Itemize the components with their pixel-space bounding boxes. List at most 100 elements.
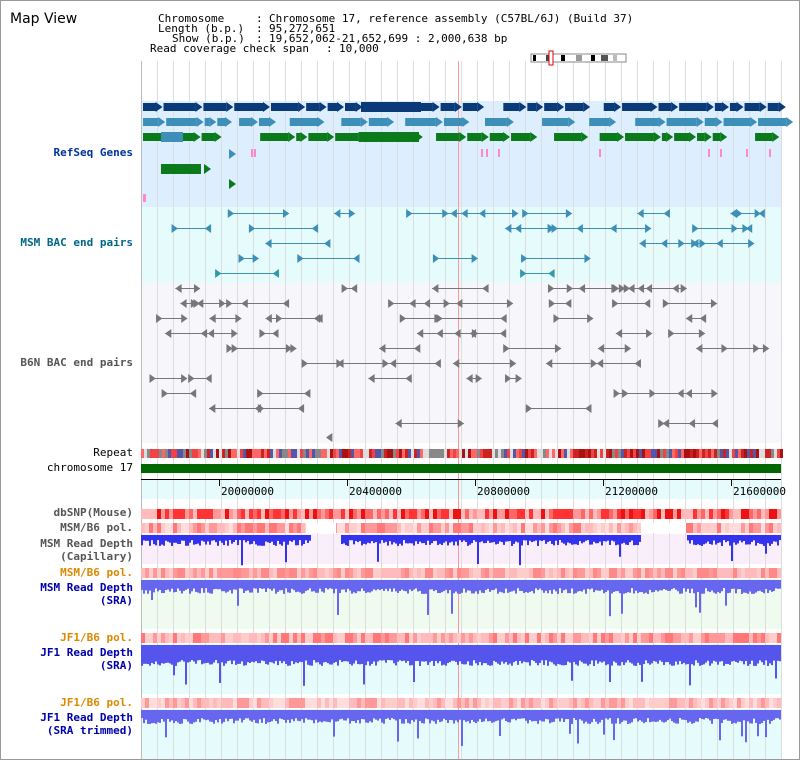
polymorphism-cell — [569, 633, 573, 643]
read-depth-bar — [295, 645, 297, 663]
gene-feature — [308, 133, 328, 141]
polymorphism-cell — [601, 633, 605, 643]
polymorphism-cell — [285, 698, 289, 708]
bac-end-marker — [231, 329, 238, 338]
read-depth-bar — [503, 645, 505, 664]
polymorphism-cell — [653, 509, 657, 519]
read-depth-bar — [721, 535, 723, 546]
read-depth-bar — [387, 710, 389, 719]
polymorphism-cell — [237, 698, 241, 708]
gene-feature — [635, 118, 659, 126]
read-depth-bar — [357, 645, 359, 665]
read-depth-bar — [753, 710, 755, 719]
track-label-dbsnp[interactable]: dbSNP(Mouse) — [53, 506, 133, 519]
polymorphism-cell — [173, 509, 177, 519]
gene-strand-arrow — [609, 117, 617, 127]
read-depth-bar — [359, 535, 361, 541]
polymorphism-cell — [529, 509, 533, 519]
read-depth-bar — [373, 645, 375, 662]
bac-end-marker — [272, 329, 279, 338]
polymorphism-cell — [705, 523, 709, 533]
polymorphism-cell — [777, 568, 781, 578]
repeat-block — [597, 449, 600, 458]
track-label-repeat[interactable]: Repeat — [93, 446, 133, 459]
polymorphism-cell — [497, 509, 501, 519]
read-depth-bar — [763, 710, 765, 721]
gene-feature — [306, 103, 320, 111]
polymorphism-cell — [161, 523, 165, 533]
read-depth-bar — [727, 710, 729, 721]
read-depth-bar — [209, 535, 211, 545]
repeat-block — [759, 449, 762, 458]
read-depth-bar — [611, 710, 613, 724]
polymorphism-cell — [329, 633, 333, 643]
gene-strand-arrow — [696, 117, 704, 127]
repeat-block — [537, 449, 540, 458]
polymorphism-cell — [665, 698, 669, 708]
read-depth-bar — [303, 710, 305, 723]
read-depth-bar — [193, 580, 195, 589]
read-depth-bar — [551, 580, 553, 594]
read-depth-bar — [235, 580, 237, 590]
read-depth-bar — [263, 535, 265, 546]
track-label-jf1-b6-pol-2[interactable]: JF1/B6 pol. — [60, 696, 133, 709]
repeat-block — [294, 449, 297, 458]
gene-feature — [723, 118, 751, 126]
polymorphism-cell — [357, 698, 361, 708]
repeat-block — [615, 449, 618, 458]
read-depth-bar — [487, 710, 489, 722]
read-depth-bar — [441, 535, 443, 546]
polymorphism-cell — [153, 568, 157, 578]
read-depth-bar — [309, 580, 311, 589]
read-depth-bar — [483, 645, 485, 664]
track-label-b6n-bac[interactable]: B6N BAC end pairs — [20, 356, 133, 369]
polymorphism-cell — [269, 509, 273, 519]
track-label-msm-b6-pol-2[interactable]: MSM/B6 pol. — [60, 566, 133, 579]
bac-end-marker — [379, 344, 386, 353]
track-label-msm-b6-pol-1[interactable]: MSM/B6 pol. — [60, 521, 133, 534]
read-depth-bar — [643, 710, 645, 724]
gene-feature — [758, 118, 787, 126]
read-depth-bar — [213, 645, 215, 663]
track-label-jf1-depth-sra[interactable]: JF1 Read Depth — [40, 646, 133, 659]
polymorphism-cell — [549, 568, 553, 578]
polymorphism-cell — [149, 633, 153, 643]
read-depth-bar — [777, 645, 779, 661]
polymorphism-cell — [581, 568, 585, 578]
polymorphism-cell — [649, 568, 653, 578]
polymorphism-cell — [609, 568, 613, 578]
read-depth-bar — [691, 535, 693, 541]
track-label-jf1-b6-pol-1[interactable]: JF1/B6 pol. — [60, 631, 133, 644]
polymorphism-cell — [501, 633, 505, 643]
polymorphism-cell — [461, 698, 465, 708]
polymorphism-cell — [745, 523, 749, 533]
polymorphism-cell — [485, 568, 489, 578]
read-depth-bar — [405, 580, 407, 592]
read-depth-bar — [515, 645, 517, 661]
track-label-msm-depth-sra[interactable]: MSM Read Depth — [40, 581, 133, 594]
polymorphism-cell — [517, 568, 521, 578]
read-depth-bar — [285, 535, 287, 563]
read-depth-bar — [531, 710, 533, 722]
track-label-chromosome[interactable]: chromosome 17 — [46, 461, 133, 474]
polymorphism-cell — [569, 568, 573, 578]
track-label-msm-bac[interactable]: MSM BAC end pairs — [20, 236, 133, 249]
read-depth-bar — [545, 710, 547, 719]
polymorphism-cell — [477, 509, 481, 519]
gene-strand-arrow — [666, 132, 674, 142]
polymorphism-cell — [601, 568, 605, 578]
repeat-block — [762, 449, 765, 458]
polymorphism-cell — [445, 633, 449, 643]
read-depth-bar — [299, 535, 301, 541]
read-depth-bar — [579, 535, 581, 542]
read-depth-bar — [175, 580, 177, 593]
bac-end-marker — [432, 284, 439, 293]
track-label-msm-depth-capillary[interactable]: MSM Read Depth — [40, 537, 133, 550]
read-depth-bar — [593, 645, 595, 666]
bac-end-marker — [610, 224, 617, 233]
track-label-refseq[interactable]: RefSeq Genes — [53, 146, 133, 159]
track-label-jf1-depth-trimmed[interactable]: JF1 Read Depth — [40, 711, 133, 724]
read-depth-bar — [435, 710, 437, 724]
read-depth-bar — [455, 535, 457, 542]
